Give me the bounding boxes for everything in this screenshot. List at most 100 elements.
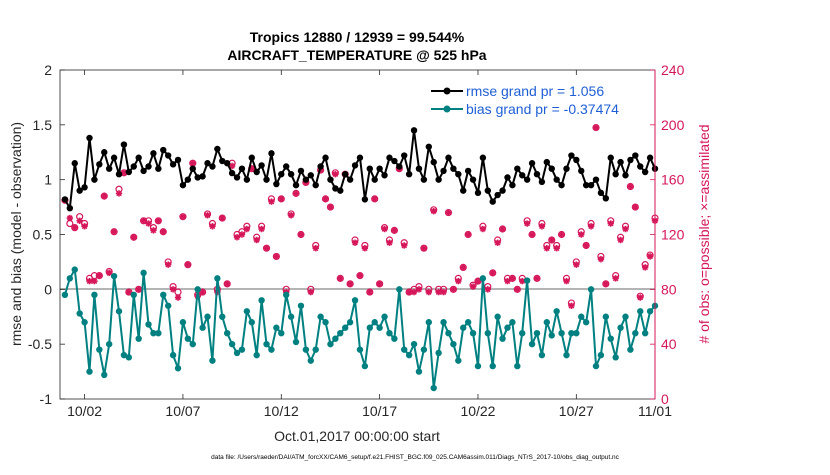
obs-assimilated-point	[543, 245, 551, 252]
obs-assimilated-point	[327, 203, 334, 211]
bias-point	[105, 340, 113, 348]
bias-point	[287, 313, 295, 320]
rmse-point	[307, 172, 314, 179]
obs-assimilated-point	[430, 207, 437, 215]
obs-assimilated-point	[278, 195, 285, 203]
obs-assimilated-point	[238, 231, 246, 238]
obs-assimilated-point	[469, 283, 477, 290]
rmse-point	[538, 178, 546, 186]
bias-point	[282, 291, 290, 299]
obs-assimilated-point	[514, 286, 521, 293]
obs-star-stroke	[160, 228, 167, 235]
obs-star-stroke	[332, 171, 339, 178]
bias-point	[145, 321, 152, 328]
obs-assimilated-point	[494, 239, 501, 246]
obs-star-stroke	[381, 226, 388, 232]
bias-point	[130, 291, 137, 299]
bias-point	[292, 338, 300, 346]
rmse-point	[489, 198, 496, 205]
y-right-tick-label: 200	[661, 117, 685, 133]
y-left-tick-label: 0	[44, 281, 52, 297]
obs-star-stroke	[543, 245, 550, 252]
obs-assimilated-point	[464, 231, 472, 238]
obs-star-stroke	[602, 280, 609, 287]
rmse-point	[253, 168, 260, 176]
legend-box	[428, 80, 646, 120]
obs-star-stroke	[101, 193, 108, 199]
obs-assimilated-point	[292, 190, 300, 197]
legend-rmse-label: rmse grand pr = 1.056	[466, 83, 604, 99]
bias-point	[632, 330, 639, 337]
rmse-point	[558, 181, 565, 189]
rmse-point	[263, 176, 270, 183]
bias-point	[174, 365, 182, 372]
bias-point	[405, 351, 413, 359]
bias-point	[646, 308, 654, 315]
obs-star-stroke	[622, 226, 629, 232]
bias-point	[578, 313, 585, 320]
bias-point	[563, 351, 570, 359]
rmse-point	[302, 176, 310, 183]
obs-assimilated-point	[71, 224, 78, 231]
rmse-point	[425, 143, 433, 150]
bias-point	[155, 330, 162, 337]
bias-point	[209, 357, 216, 364]
obs-star-stroke	[421, 245, 427, 252]
rmse-point	[410, 127, 418, 134]
rmse-point	[366, 165, 373, 172]
bias-point	[273, 324, 280, 331]
rmse-point	[292, 181, 300, 189]
rmse-point	[548, 165, 555, 172]
obs-star-stroke	[204, 212, 211, 219]
rmse-point	[430, 158, 437, 166]
legend-rmse-marker	[443, 87, 451, 95]
obs-assimilated-point	[110, 228, 118, 235]
bias-point	[420, 346, 428, 353]
rmse-point	[563, 165, 570, 172]
obs-star-stroke	[617, 237, 624, 243]
obs-assimilated-point	[410, 288, 418, 296]
y-left-tick-label: 1.5	[33, 117, 53, 133]
bias-point	[96, 346, 103, 353]
rmse-point	[282, 163, 290, 170]
obs-star-stroke	[357, 272, 363, 279]
bias-point	[268, 346, 275, 353]
obs-assimilated-point	[391, 227, 398, 234]
obs-assimilated-point	[268, 198, 275, 205]
data-file-footer: data file: /Users/raeder/DAI/ATM_forcXX/…	[211, 454, 620, 461]
obs-star-stroke	[347, 280, 353, 287]
rmse-point	[622, 172, 629, 179]
bias-point	[76, 310, 83, 317]
rmse-point	[533, 170, 541, 178]
obs-star-stroke	[86, 278, 93, 284]
bias-point	[504, 324, 511, 331]
rmse-point	[361, 196, 369, 203]
rmse-point	[164, 152, 172, 159]
obs-star-stroke	[499, 226, 506, 232]
bias-point	[135, 335, 142, 342]
rmse-point	[248, 154, 255, 161]
rmse-point	[322, 154, 329, 161]
obs-star-stroke	[229, 163, 235, 169]
rmse-point	[71, 160, 78, 167]
obs-star-stroke	[391, 227, 398, 234]
x-tick-label: 10/07	[165, 403, 200, 419]
y-left-tick-label: -1	[40, 391, 53, 407]
rmse-point	[351, 162, 359, 169]
bias-point	[597, 351, 605, 359]
rmse-point	[189, 165, 196, 172]
rmse-point	[76, 187, 83, 194]
bias-point	[602, 313, 610, 320]
obs-star-stroke	[558, 231, 565, 238]
bias-point	[228, 340, 236, 348]
obs-assimilated-point	[101, 192, 108, 200]
obs-assimilated-point	[199, 288, 206, 296]
obs-assimilated-point	[553, 245, 560, 252]
bias-point	[553, 308, 560, 315]
obs-star-stroke	[224, 280, 231, 287]
rmse-point	[464, 167, 472, 175]
obs-layer	[61, 123, 659, 309]
bias-point	[548, 332, 555, 339]
bias-point	[533, 330, 541, 337]
rmse-point	[194, 174, 201, 181]
